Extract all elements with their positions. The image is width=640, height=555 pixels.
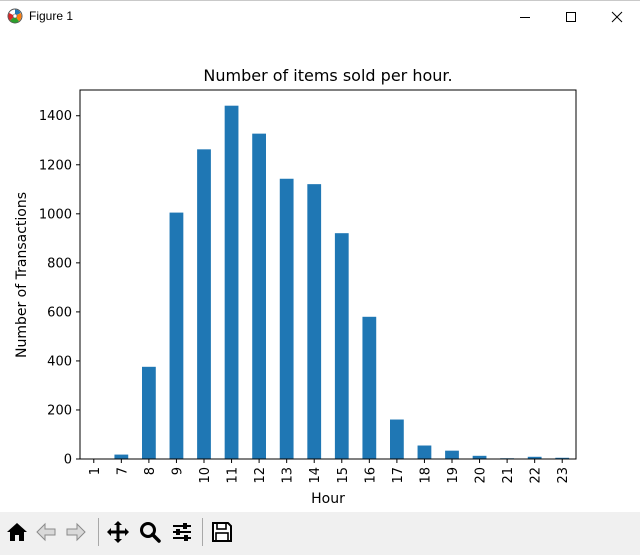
chart-title: Number of items sold per hour.	[203, 66, 452, 85]
x-tick-label: 12	[253, 467, 268, 484]
bar-12	[252, 134, 266, 459]
forward-arrow-icon	[64, 520, 88, 544]
x-axis-label: Hour	[311, 491, 345, 507]
bar-14	[307, 184, 321, 459]
zoom-button[interactable]	[136, 517, 164, 547]
x-tick-label: 1	[88, 467, 103, 475]
window-title: Figure 1	[29, 9, 73, 23]
bar-9	[170, 213, 184, 459]
bar-11	[225, 106, 239, 459]
x-tick-label: 15	[336, 467, 351, 484]
forward-button[interactable]	[62, 517, 90, 547]
x-tick-label: 19	[446, 467, 461, 484]
bar-13	[280, 179, 294, 459]
x-tick-label: 18	[418, 467, 433, 484]
minimize-button[interactable]	[502, 1, 548, 32]
x-tick-label: 16	[363, 467, 378, 484]
bar-16	[362, 317, 376, 459]
bar-17	[390, 420, 404, 459]
bar-8	[142, 367, 156, 459]
x-tick-label: 11	[226, 467, 241, 484]
y-tick-label: 1200	[39, 158, 72, 173]
y-tick-label: 1000	[39, 207, 72, 222]
x-tick-label: 8	[143, 467, 158, 475]
x-tick-label: 13	[281, 467, 296, 484]
navigation-toolbar	[0, 512, 640, 555]
toolbar-separator	[98, 518, 99, 546]
configure-subplots-button[interactable]	[168, 517, 196, 547]
bar-18	[418, 446, 432, 459]
close-icon	[611, 11, 623, 23]
x-tick-label: 21	[501, 467, 516, 484]
x-tick-label: 17	[391, 467, 406, 484]
y-tick-label: 800	[47, 256, 72, 271]
back-arrow-icon	[34, 520, 58, 544]
home-icon	[5, 520, 29, 544]
toolbar-separator	[202, 518, 203, 546]
x-tick-label: 22	[529, 467, 544, 484]
y-axis-label: Number of Transactions	[14, 192, 30, 358]
x-tick-label: 9	[170, 467, 185, 475]
minimize-icon	[519, 11, 531, 23]
matplotlib-figure-icon	[7, 8, 23, 24]
pan-button[interactable]	[104, 517, 132, 547]
y-tick-label: 400	[47, 354, 72, 369]
sliders-icon	[170, 520, 194, 544]
y-tick-label: 600	[47, 305, 72, 320]
figure-canvas[interactable]: Number of items sold per hour. 0 200 400 60…	[0, 32, 640, 512]
save-button[interactable]	[208, 517, 236, 547]
y-tick-label: 1400	[39, 109, 72, 124]
y-tick-label: 0	[64, 453, 72, 468]
bar-7	[114, 455, 128, 459]
x-tick-label: 20	[474, 467, 489, 484]
maximize-icon	[565, 11, 577, 23]
x-tick-label: 14	[308, 467, 323, 484]
home-button[interactable]	[3, 517, 31, 547]
back-button[interactable]	[32, 517, 60, 547]
title-bar[interactable]: Figure 1	[0, 1, 640, 32]
bar-15	[335, 233, 349, 459]
maximize-button[interactable]	[548, 1, 594, 32]
close-button[interactable]	[594, 1, 640, 32]
bar-19	[445, 451, 459, 459]
x-tick-label: 23	[556, 467, 571, 484]
y-tick-label: 200	[47, 403, 72, 418]
zoom-icon	[138, 520, 162, 544]
pan-icon	[106, 520, 130, 544]
bar-10	[197, 149, 211, 459]
x-tick-label: 7	[115, 467, 130, 475]
save-icon	[210, 520, 234, 544]
x-tick-label: 10	[198, 467, 213, 484]
